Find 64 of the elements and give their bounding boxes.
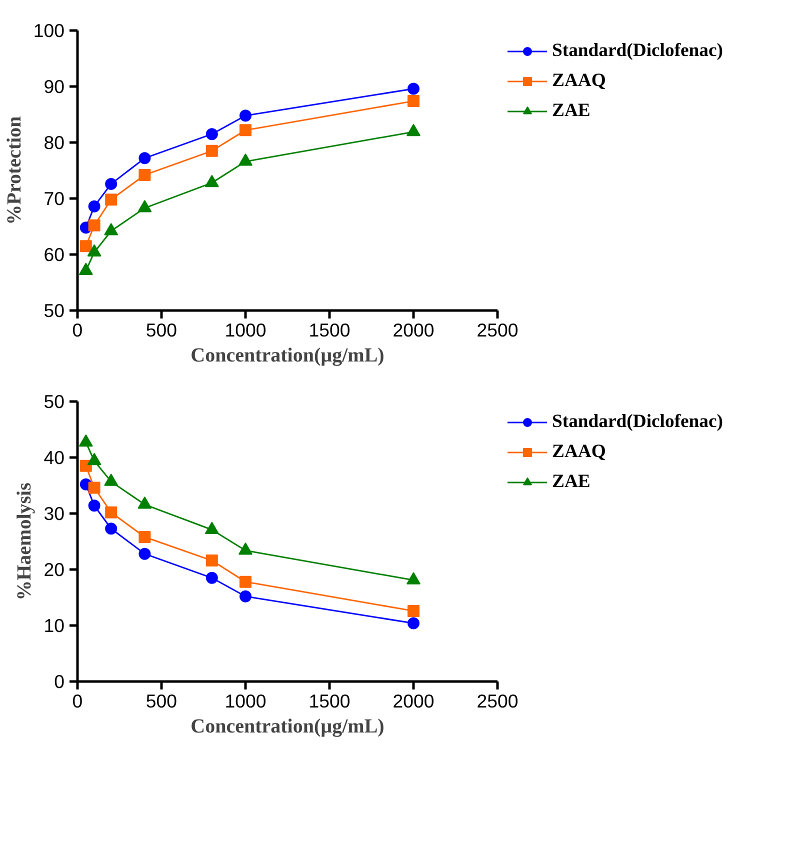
x-tick-label: 1500: [308, 690, 350, 712]
y-tick-label: 50: [44, 391, 65, 412]
point: [240, 124, 252, 136]
legend-label: ZAAQ: [552, 441, 606, 463]
point: [104, 222, 118, 236]
point: [204, 174, 219, 188]
legend-label: ZAE: [552, 100, 590, 122]
point: [88, 219, 100, 232]
legend-label: ZAE: [552, 471, 590, 493]
point: [206, 554, 218, 567]
point: [408, 95, 420, 108]
point: [408, 617, 420, 630]
point: [138, 152, 151, 164]
point: [87, 244, 102, 257]
y-tick-label: 100: [33, 20, 65, 41]
point: [138, 200, 152, 212]
point: [408, 82, 420, 95]
legend-label: Standard(Diclofenac): [552, 40, 724, 62]
x-tick-label: 1000: [224, 320, 266, 340]
y-tick-label: 90: [44, 76, 65, 97]
point: [105, 194, 118, 206]
point: [88, 500, 100, 512]
x-tick-label: 2500: [476, 320, 518, 340]
point: [206, 572, 218, 584]
y-tick-label: 20: [44, 559, 65, 580]
x-tick-label: 2000: [392, 320, 434, 340]
x-tick-label: 0: [72, 320, 83, 340]
point: [240, 110, 252, 122]
x-tick-label: 1500: [308, 320, 350, 340]
point: [88, 200, 100, 212]
y-tick-label: 50: [44, 300, 65, 321]
point: [80, 240, 92, 252]
x-tick-label: 500: [146, 690, 178, 712]
y-tick-label: 0: [54, 671, 65, 692]
legend-label: Standard(Diclofenac): [552, 411, 724, 433]
point: [240, 590, 252, 602]
y-tick-label: 80: [44, 132, 65, 153]
y-tick-label: 70: [44, 188, 65, 209]
x-tick-label: 1000: [224, 690, 266, 712]
y-tick-label: 30: [44, 503, 65, 524]
point: [240, 576, 252, 588]
y-tick-label: 40: [44, 447, 65, 468]
x-tick-label: 2500: [476, 690, 518, 712]
x-tick-label: 0: [72, 690, 83, 712]
point: [78, 262, 93, 275]
x-tick-label: 2000: [392, 690, 434, 712]
point: [138, 548, 151, 560]
x-axis-title: Concentration(µg/mL): [190, 344, 384, 366]
point: [138, 531, 151, 544]
point: [206, 128, 218, 140]
y-axis-title: %Haemolysis: [14, 482, 36, 600]
point: [408, 604, 420, 617]
point: [105, 506, 118, 518]
y-tick-label: 10: [44, 615, 65, 636]
y-axis-title: %Protection: [3, 116, 26, 225]
x-tick-label: 500: [146, 320, 178, 340]
legend-label: ZAAQ: [552, 70, 606, 92]
point: [88, 482, 100, 494]
point: [105, 522, 118, 535]
x-axis-title: Concentration(µg/mL): [190, 716, 384, 738]
point: [138, 168, 151, 181]
point: [105, 178, 118, 190]
point: [206, 144, 218, 157]
y-tick-label: 60: [44, 244, 65, 265]
